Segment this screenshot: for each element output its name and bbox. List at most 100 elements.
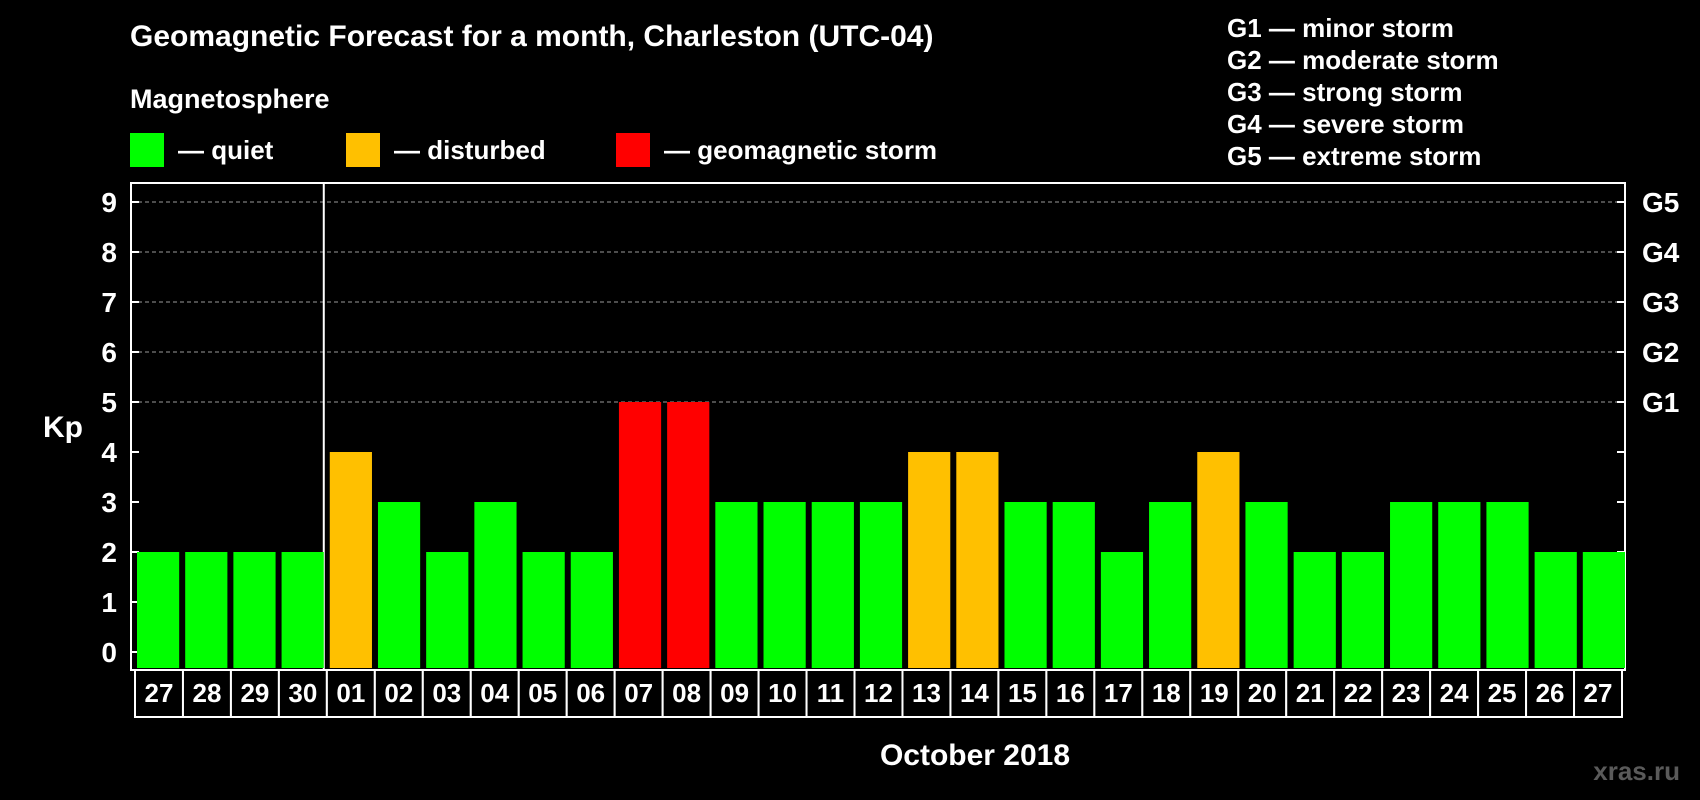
bar-15 — [859, 502, 903, 668]
x-tick-label-1: 28 — [192, 678, 221, 708]
right-axis-label-G4: G4 — [1642, 237, 1680, 268]
date-box-4 — [325, 669, 376, 718]
storm-scale-g1: G1 — minor storm — [1227, 13, 1454, 43]
date-box-3 — [277, 669, 328, 718]
x-tick-label-18: 15 — [1008, 678, 1037, 708]
date-box-19 — [1045, 669, 1096, 718]
x-tick-label-14: 11 — [817, 678, 845, 708]
bar-7 — [474, 502, 517, 668]
y-tick-label-3: 3 — [101, 487, 117, 518]
storm-scale-g2: G2 — moderate storm — [1227, 45, 1499, 75]
date-box-26 — [1381, 669, 1432, 718]
legend-quiet-label: — quiet — [178, 134, 274, 165]
storm-scale-g3: G3 — strong storm — [1227, 77, 1463, 107]
bar-16 — [908, 452, 951, 668]
disturbed-swatch — [346, 133, 380, 167]
x-axis-label: October 2018 — [880, 739, 1070, 772]
bar-18 — [1004, 502, 1047, 668]
bar-26 — [1390, 502, 1433, 668]
bar-24 — [1293, 552, 1336, 668]
legend-disturbed-label: — disturbed — [394, 134, 546, 165]
x-tick-label-26: 23 — [1392, 678, 1421, 708]
chart-title: Geomagnetic Forecast for a month, Charle… — [130, 20, 934, 53]
bar-10 — [618, 402, 662, 668]
x-tick-label-5: 02 — [384, 678, 413, 708]
bar-8 — [522, 552, 565, 668]
x-tick-label-13: 10 — [768, 678, 797, 708]
watermark: xras.ru — [1593, 756, 1680, 786]
x-tick-label-12: 09 — [720, 678, 749, 708]
storm-scale-g4: G4 — severe storm — [1227, 109, 1465, 139]
y-tick-label-6: 6 — [101, 337, 117, 368]
bar-22 — [1197, 452, 1240, 668]
y-tick-label-0: 0 — [101, 637, 117, 668]
date-box-28 — [1477, 669, 1528, 718]
y-tick-label-8: 8 — [101, 237, 117, 268]
right-axis-label-G1: G1 — [1642, 387, 1679, 418]
x-tick-label-28: 25 — [1488, 678, 1517, 708]
date-box-10 — [613, 669, 664, 718]
x-tick-label-8: 05 — [528, 678, 557, 708]
bar-21 — [1149, 502, 1192, 668]
date-box-18 — [997, 669, 1048, 718]
storm-swatch — [616, 133, 650, 167]
date-box-29 — [1525, 669, 1576, 718]
legend-disturbed: — disturbed — [346, 133, 546, 167]
date-box-17 — [949, 669, 1000, 718]
bar-20 — [1100, 552, 1144, 668]
x-tick-label-24: 21 — [1296, 678, 1325, 708]
right-axis-label-G2: G2 — [1642, 337, 1679, 368]
x-tick-label-10: 07 — [624, 678, 653, 708]
bar-0 — [137, 552, 180, 668]
bar-2 — [233, 552, 276, 668]
y-tick-label-4: 4 — [101, 437, 117, 468]
date-box-27 — [1429, 669, 1480, 718]
quiet-swatch — [130, 133, 164, 167]
date-box-13 — [757, 669, 808, 718]
bar-9 — [570, 552, 613, 668]
y-tick-label-1: 1 — [101, 587, 117, 618]
bar-1 — [185, 552, 228, 668]
date-box-16 — [901, 669, 952, 718]
date-box-2 — [229, 669, 280, 718]
bar-28 — [1486, 502, 1529, 668]
y-tick-label-5: 5 — [101, 387, 117, 418]
x-tick-label-22: 19 — [1200, 678, 1229, 708]
x-tick-label-4: 01 — [336, 678, 365, 708]
bar-4 — [329, 452, 372, 668]
legend-heading: Magnetosphere — [130, 84, 330, 114]
y-tick-label-9: 9 — [101, 187, 117, 218]
date-box-30 — [1573, 669, 1623, 718]
x-tick-label-9: 06 — [576, 678, 605, 708]
right-axis-label-G3: G3 — [1642, 287, 1679, 318]
x-tick-label-17: 14 — [960, 678, 989, 708]
x-tick-label-21: 18 — [1152, 678, 1181, 708]
x-tick-label-23: 20 — [1248, 678, 1277, 708]
date-box-8 — [517, 669, 568, 718]
date-box-24 — [1285, 669, 1336, 718]
bar-25 — [1341, 552, 1385, 668]
legend-storm-label: — geomagnetic storm — [664, 134, 938, 165]
date-box-25 — [1333, 669, 1384, 718]
right-axis-label-G5: G5 — [1642, 187, 1679, 218]
date-box-23 — [1237, 669, 1288, 718]
bar-23 — [1245, 502, 1288, 668]
bar-29 — [1534, 552, 1577, 668]
date-box-22 — [1189, 669, 1240, 718]
y-tick-label-2: 2 — [101, 537, 117, 568]
date-box-7 — [469, 669, 520, 718]
y-tick-label-7: 7 — [101, 287, 117, 318]
x-tick-label-27: 24 — [1440, 678, 1469, 708]
x-tick-label-20: 17 — [1104, 678, 1133, 708]
x-tick-label-19: 16 — [1056, 678, 1085, 708]
bar-13 — [763, 502, 806, 668]
date-box-6 — [421, 669, 472, 718]
legend-storm: — geomagnetic storm — [616, 133, 937, 167]
bar-5 — [377, 502, 421, 668]
bar-30 — [1582, 552, 1625, 668]
date-box-14 — [805, 669, 856, 718]
x-tick-label-7: 04 — [480, 678, 509, 708]
x-tick-label-30: 27 — [1584, 678, 1613, 708]
date-box-1 — [181, 669, 232, 718]
